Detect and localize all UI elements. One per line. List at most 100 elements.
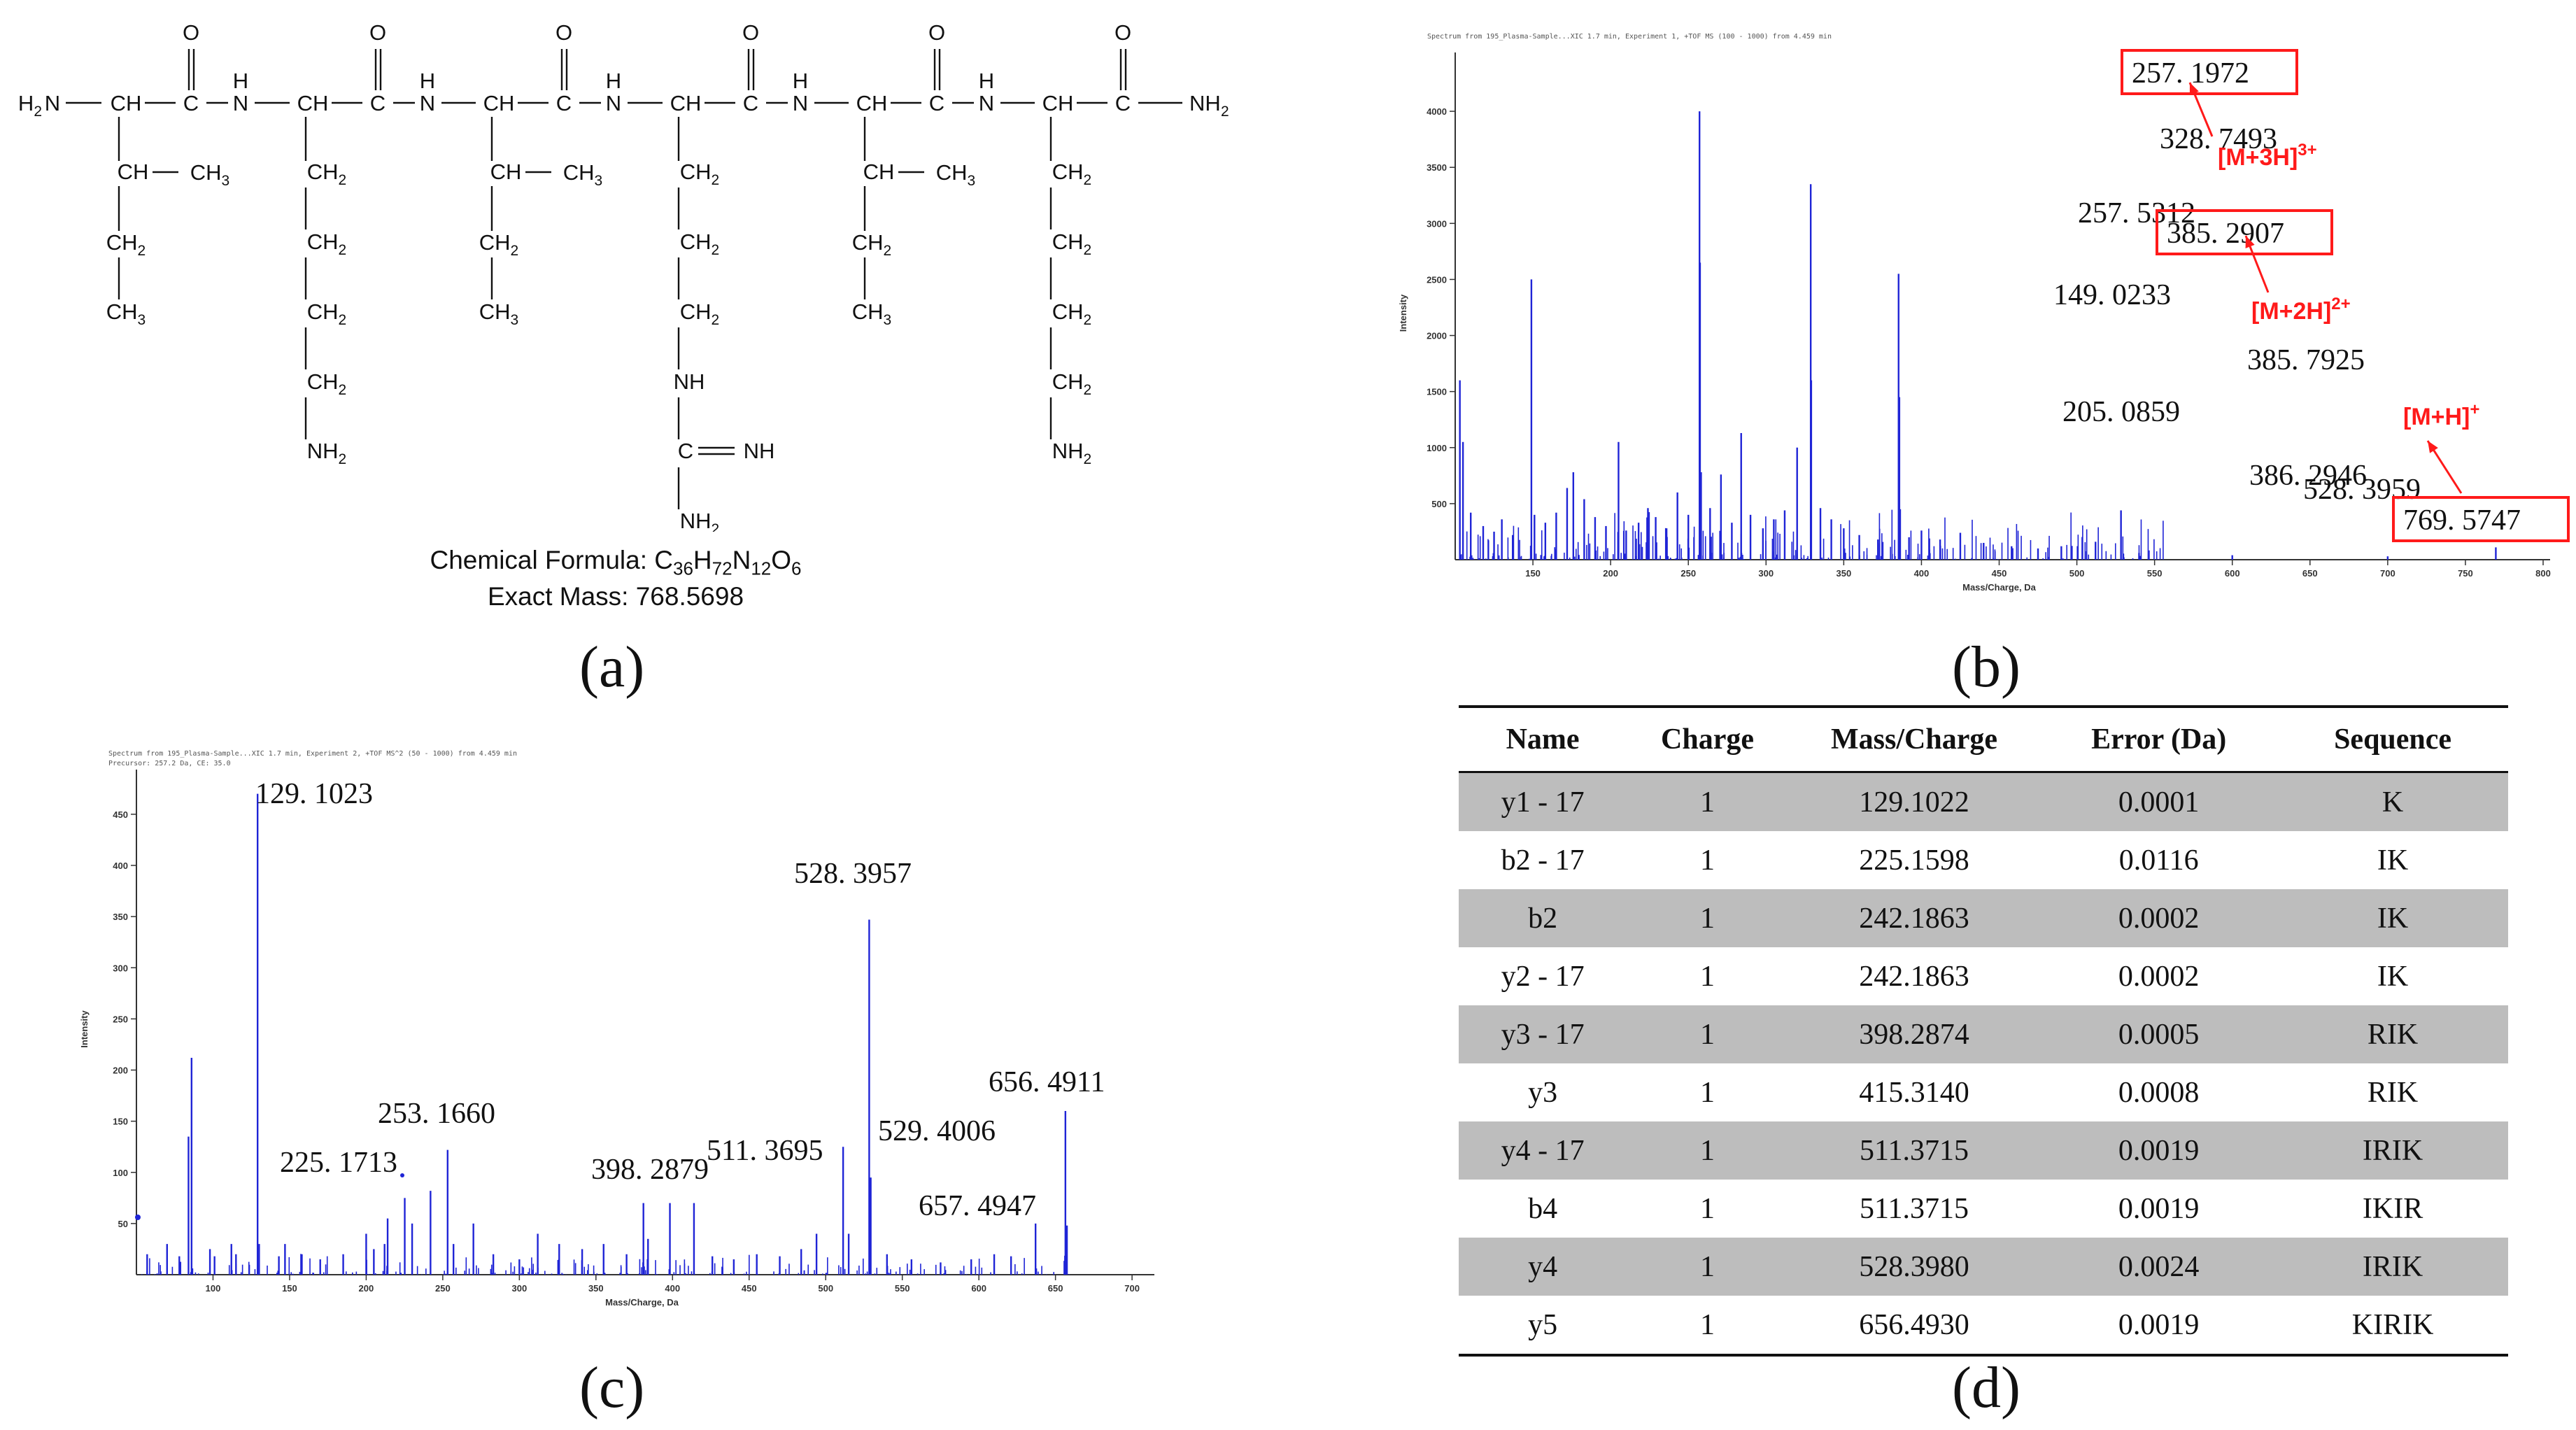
ion-annotation-charge: 2+ [2331, 295, 2350, 313]
peak-label: 385. 7925 [2247, 344, 2365, 376]
peak-label: 657. 4947 [919, 1190, 1036, 1222]
y-tick-label: 2500 [1427, 274, 1447, 285]
group-base: CH [1052, 229, 1084, 254]
cell-mass-charge: 129.1022 [1788, 772, 2041, 831]
group-label: CH3 [563, 160, 602, 189]
group-label: CH2 [307, 160, 346, 188]
cell-name: y1 - 17 [1459, 772, 1627, 831]
x-tick-label: 650 [1048, 1283, 1063, 1294]
atom-label: O [183, 20, 199, 45]
group-subscript: 2 [1221, 104, 1229, 120]
cell-sequence: IRIK [2277, 1121, 2508, 1180]
group-base: CH [1052, 369, 1084, 394]
ion-annotation-base: [M+3H] [2218, 144, 2298, 171]
cell-name: y4 - 17 [1459, 1121, 1627, 1180]
cell-mass-charge: 415.3140 [1859, 1076, 1969, 1109]
atom-label: N [979, 91, 994, 115]
atom-label: C [1115, 91, 1131, 115]
group-label: CH2 [106, 230, 146, 259]
x-tick-label: 450 [742, 1283, 757, 1294]
group-subscript: 2 [339, 451, 347, 467]
group-label: CH3 [106, 299, 146, 328]
cell-error: 0.0005 [2040, 1005, 2278, 1063]
group-base: NH [307, 439, 339, 463]
atom-label: CH [297, 91, 329, 115]
cell-error: 0.0008 [2118, 1076, 2200, 1109]
table-row: b4 1 511.3715 0.0019 IKIR [1459, 1180, 2508, 1238]
atom-label: CH [118, 160, 149, 184]
group-base: H [18, 91, 34, 115]
x-tick-label: 300 [511, 1283, 527, 1294]
group-base: NH [1052, 439, 1084, 463]
atom-label: CH [670, 91, 702, 115]
group-subscript: 2 [511, 243, 519, 259]
y-tick-label: 500 [1431, 499, 1447, 509]
atom-label: C [370, 91, 385, 115]
group-base: CH [563, 160, 595, 185]
y-tick-label: 350 [113, 912, 128, 922]
atom-label: O [369, 20, 386, 45]
panel-label-d: (d) [1952, 1355, 2021, 1420]
group-base: CH [680, 229, 712, 254]
group-label: CH2 [307, 299, 346, 328]
group-base: CH [307, 160, 339, 184]
y-tick-label: 3000 [1427, 218, 1447, 229]
atom-label: CH [111, 91, 142, 115]
group-base: CH [680, 299, 712, 324]
peak-label: 528. 3959 [2303, 474, 2421, 506]
group-subscript: 2 [339, 382, 347, 398]
x-tick-label: 400 [1914, 568, 1930, 579]
atom-label: NH [674, 369, 705, 394]
atom-label: CH [863, 160, 895, 184]
y-tick-label: 150 [113, 1117, 128, 1127]
ion-annotation-base: [M+2H] [2251, 298, 2331, 325]
table-row: y4 1 528.3980 0.0024 IRIK [1459, 1238, 2508, 1296]
y-tick-label: 3500 [1427, 162, 1447, 173]
group-label: NH2 [680, 509, 719, 532]
cell-error: 0.0024 [2040, 1238, 2278, 1296]
chemical-formula: Chemical Formula: C36H72N12O6 [430, 546, 802, 579]
cell-mass-charge: 242.1863 [1788, 889, 2041, 947]
panel-label-a: (a) [579, 635, 645, 700]
x-tick-label: 100 [206, 1283, 221, 1294]
atom-label: H [233, 69, 248, 93]
peak-label: 398. 2879 [591, 1154, 709, 1186]
ion-annotation: [M+3H]3+ [2218, 141, 2317, 171]
cell-mass-charge: 398.2874 [1788, 1005, 2041, 1063]
group-subscript: 2 [712, 172, 720, 188]
cell-name: y2 - 17 [1501, 960, 1585, 993]
x-tick-label: 600 [971, 1283, 986, 1294]
group-label: CH3 [936, 160, 975, 189]
group-label: H2 [18, 91, 42, 120]
cell-charge: 1 [1627, 772, 1788, 831]
cell-charge: 1 [1627, 1238, 1788, 1296]
y-tick-label: 2000 [1427, 331, 1447, 341]
cell-name: y5 [1459, 1296, 1627, 1357]
y-tick-label: 400 [113, 861, 128, 871]
y-axis-label: Intensity [1398, 294, 1408, 332]
x-tick-label: 150 [282, 1283, 297, 1294]
group-label: CH2 [307, 229, 346, 258]
annotation-arrow-head [2428, 441, 2438, 453]
atom-label: N [420, 91, 435, 115]
peak-label: 528. 3957 [794, 858, 912, 890]
group-subscript: 2 [1084, 172, 1092, 188]
y-axis-label: Intensity [79, 1010, 90, 1048]
peak-label: 225. 1713 [280, 1147, 397, 1179]
table-row: y2 - 17 1 242.1863 0.0002 IK [1459, 947, 2508, 1005]
table-row: b2 1 242.1863 0.0002 IK [1459, 889, 2508, 947]
x-tick-label: 200 [359, 1283, 374, 1294]
group-subscript: 2 [712, 242, 720, 258]
cell-sequence: K [2277, 772, 2508, 831]
cell-error: 0.0116 [2118, 844, 2199, 877]
group-subscript: 2 [339, 312, 347, 328]
cell-name: y4 [1459, 1238, 1627, 1296]
peak-label: 529. 4006 [878, 1115, 996, 1147]
group-base: CH [190, 160, 222, 185]
ion-annotation-charge: 3+ [2298, 141, 2316, 160]
formula-element: H [693, 546, 712, 574]
group-label: CH2 [1052, 299, 1091, 328]
group-base: CH [936, 160, 968, 185]
col-header-error: Error (Da) [2040, 705, 2278, 773]
x-tick-label: 550 [2147, 568, 2163, 579]
